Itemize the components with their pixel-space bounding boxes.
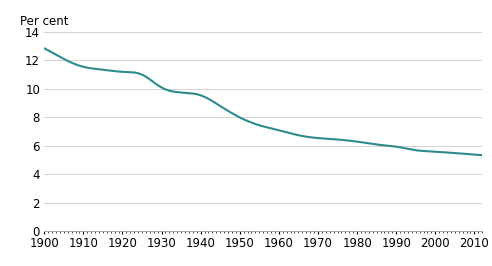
Text: Per cent: Per cent [20,15,69,28]
